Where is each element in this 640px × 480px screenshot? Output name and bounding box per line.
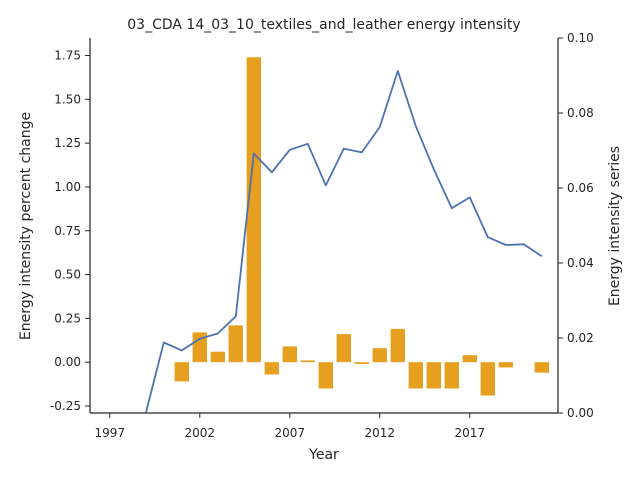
y-left-tick-label: 1.50 <box>54 92 81 106</box>
y-right-tick-label: 0.10 <box>567 31 594 45</box>
bar-2012 <box>372 348 387 363</box>
bar-2004 <box>228 325 243 363</box>
bar-2016 <box>444 362 459 389</box>
y-left-tick-label: 1.00 <box>54 180 81 194</box>
bar-2014 <box>408 362 423 389</box>
line-series <box>144 70 543 413</box>
x-tick-label-2007: 2007 <box>275 426 306 440</box>
bar-series <box>174 57 549 396</box>
y-axis-left-label: Energy intensity percent change <box>18 112 34 340</box>
bar-2010 <box>336 334 351 363</box>
y-left-tick-label: 1.75 <box>54 49 81 63</box>
series-line <box>144 70 543 413</box>
x-tick-label-2012: 2012 <box>365 426 396 440</box>
bar-2017 <box>462 355 477 363</box>
y-left-tick-label: 0.50 <box>54 268 81 282</box>
bar-2019 <box>498 362 513 368</box>
y-left-tick-label: 0.00 <box>54 355 81 369</box>
bar-2002 <box>192 332 207 363</box>
y-left-tick-label: -0.25 <box>50 399 81 413</box>
y-right-tick-label: 0.04 <box>567 256 594 270</box>
x-axis-label: Year <box>308 447 339 463</box>
x-tick-label-2002: 2002 <box>185 426 216 440</box>
bar-2015 <box>426 362 441 389</box>
bar-2008 <box>300 360 315 363</box>
axes: 1997 2002 2007 2012 2017 -0.25 0.00 0.25 0.50 0.7… <box>50 31 594 440</box>
bar-2003 <box>210 351 225 363</box>
y-left-tick-label: 1.25 <box>54 136 81 150</box>
chart-title: 03_CDA 14_03_10_textiles_and_leather ene… <box>127 17 520 33</box>
y-right-tick-label: 0.00 <box>567 406 594 420</box>
y-right-tick-label: 0.08 <box>567 106 594 120</box>
y-right-tick-label: 0.02 <box>567 331 594 345</box>
y-axis-right-label: Energy intensity series <box>607 146 623 306</box>
y-left-tick-label: 0.75 <box>54 224 81 238</box>
x-tick-label-2017: 2017 <box>455 426 486 440</box>
bar-2013 <box>390 328 405 363</box>
bar-2018 <box>480 362 495 396</box>
bar-2021 <box>534 362 549 373</box>
x-tick-label-1997: 1997 <box>95 426 126 440</box>
bar-2007 <box>282 346 297 363</box>
bar-2001 <box>174 362 189 382</box>
bar-2011 <box>354 362 369 364</box>
y-left-tick-label: 0.25 <box>54 311 81 325</box>
bar-2005 <box>246 57 261 363</box>
bar-2009 <box>318 362 333 389</box>
bar-2006 <box>264 362 279 375</box>
y-right-tick-label: 0.06 <box>567 181 594 195</box>
